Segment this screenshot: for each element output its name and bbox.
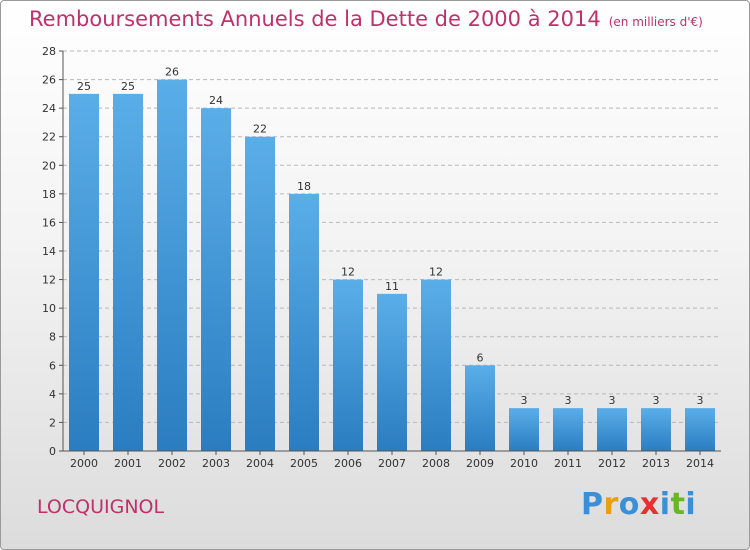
logo-letter: o bbox=[618, 487, 640, 522]
bar-value-label: 3 bbox=[697, 394, 704, 407]
bar-value-label: 26 bbox=[165, 66, 179, 79]
x-tick-label: 2006 bbox=[334, 457, 362, 470]
x-tick-label: 2008 bbox=[422, 457, 450, 470]
bar bbox=[113, 93, 143, 451]
x-tick-label: 2011 bbox=[554, 457, 582, 470]
logo-letter: t bbox=[670, 487, 686, 522]
x-tick-label: 2003 bbox=[202, 457, 230, 470]
bar-value-label: 3 bbox=[565, 394, 572, 407]
bar bbox=[201, 108, 231, 452]
logo-letter: i bbox=[685, 487, 697, 522]
bar bbox=[333, 279, 363, 451]
bar bbox=[377, 293, 407, 451]
logo-letter: i bbox=[659, 487, 671, 522]
bar bbox=[157, 79, 187, 452]
x-tick-label: 2014 bbox=[686, 457, 714, 470]
y-tick-label: 12 bbox=[42, 274, 56, 287]
x-tick-label: 2001 bbox=[114, 457, 142, 470]
y-tick-label: 18 bbox=[42, 188, 56, 201]
bar-value-label: 25 bbox=[77, 80, 91, 93]
x-tick-label: 2013 bbox=[642, 457, 670, 470]
y-tick-label: 4 bbox=[49, 388, 56, 401]
proxiti-logo: Proxiti bbox=[581, 487, 696, 522]
bar bbox=[553, 408, 583, 451]
bar bbox=[69, 93, 99, 451]
x-tick-label: 2002 bbox=[158, 457, 186, 470]
y-tick-label: 24 bbox=[42, 102, 56, 115]
logo-letter: r bbox=[603, 487, 619, 522]
y-tick-label: 16 bbox=[42, 216, 56, 229]
bar-value-label: 11 bbox=[385, 280, 399, 293]
y-tick-label: 26 bbox=[42, 74, 56, 87]
x-tick-label: 2012 bbox=[598, 457, 626, 470]
title-text: Remboursements Annuels de la Dette de 20… bbox=[29, 7, 601, 31]
x-tick-label: 2005 bbox=[290, 457, 318, 470]
y-tick-label: 8 bbox=[49, 331, 56, 344]
logo-letter: P bbox=[581, 487, 604, 522]
commune-name: LOCQUIGNOL bbox=[37, 496, 165, 518]
bar bbox=[685, 408, 715, 451]
bar bbox=[289, 193, 319, 451]
x-tick-label: 2000 bbox=[70, 457, 98, 470]
bar bbox=[641, 408, 671, 451]
bar bbox=[509, 408, 539, 451]
y-tick-label: 22 bbox=[42, 131, 56, 144]
bar bbox=[245, 136, 275, 451]
y-tick-label: 20 bbox=[42, 159, 56, 172]
bars: 25 25 26 24 22 18 12 11 12 6 3 3 3 3 3 bbox=[69, 66, 715, 452]
bar-value-label: 3 bbox=[609, 394, 616, 407]
bar bbox=[421, 279, 451, 451]
logo-letter: x bbox=[639, 487, 660, 522]
bar-value-label: 12 bbox=[341, 266, 355, 279]
chart-title: Remboursements Annuels de la Dette de 20… bbox=[29, 7, 703, 31]
bar bbox=[465, 365, 495, 451]
y-tick-label: 2 bbox=[49, 416, 56, 429]
y-tick-label: 6 bbox=[49, 359, 56, 372]
bar-value-label: 3 bbox=[653, 394, 660, 407]
y-tick-label: 0 bbox=[49, 445, 56, 458]
bar-value-label: 12 bbox=[429, 266, 443, 279]
title-unit: (en milliers d'€) bbox=[608, 15, 703, 29]
y-tick-label: 28 bbox=[42, 45, 56, 58]
bar-value-label: 18 bbox=[297, 180, 311, 193]
bar bbox=[597, 408, 627, 451]
x-tick-label: 2009 bbox=[466, 457, 494, 470]
bar-value-label: 22 bbox=[253, 123, 267, 136]
bar-value-label: 24 bbox=[209, 94, 223, 107]
y-tick-label: 10 bbox=[42, 302, 56, 315]
bar-value-label: 6 bbox=[477, 351, 484, 364]
x-tick-label: 2004 bbox=[246, 457, 274, 470]
y-tick-label: 14 bbox=[42, 245, 56, 258]
bar-value-label: 3 bbox=[521, 394, 528, 407]
bar-value-label: 25 bbox=[121, 80, 135, 93]
x-tick-label: 2010 bbox=[510, 457, 538, 470]
x-tick-label: 2007 bbox=[378, 457, 406, 470]
